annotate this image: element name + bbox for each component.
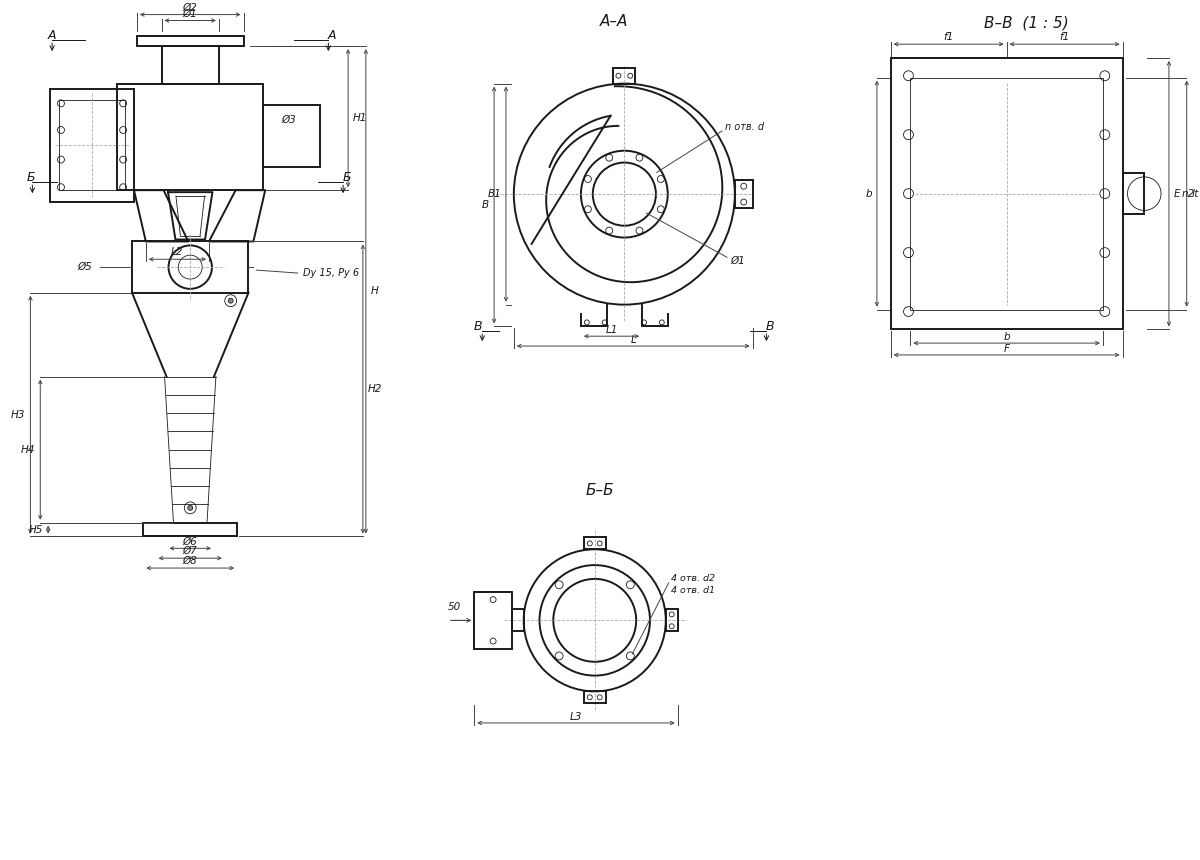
Text: Ø7: Ø7 <box>182 546 198 556</box>
Text: H: H <box>371 286 378 297</box>
Text: L3: L3 <box>570 712 582 722</box>
Text: Б: Б <box>343 171 352 184</box>
Text: F: F <box>1003 344 1009 354</box>
Text: B: B <box>474 320 482 333</box>
Text: B: B <box>482 200 490 210</box>
Text: 4 отв. d1: 4 отв. d1 <box>671 587 715 595</box>
Bar <box>584 538 606 550</box>
Circle shape <box>228 298 233 303</box>
Text: Ø3: Ø3 <box>281 115 295 126</box>
Bar <box>162 46 218 83</box>
Text: Ø2: Ø2 <box>182 3 198 13</box>
Text: b: b <box>865 188 872 199</box>
Bar <box>666 610 678 631</box>
Text: Б–Б: Б–Б <box>586 482 614 498</box>
Text: H1: H1 <box>353 114 367 123</box>
Text: Ø6: Ø6 <box>182 537 198 546</box>
Bar <box>911 77 1103 310</box>
Text: H4: H4 <box>20 445 35 455</box>
Text: Ø5: Ø5 <box>78 262 92 272</box>
Polygon shape <box>209 190 265 242</box>
Text: Б: Б <box>28 171 36 184</box>
Text: L2: L2 <box>172 248 184 257</box>
Circle shape <box>187 506 193 510</box>
Bar <box>132 242 248 292</box>
Text: B1: B1 <box>487 189 502 200</box>
Text: H5: H5 <box>29 525 43 535</box>
Bar <box>890 58 1122 329</box>
Text: B–B  (1 : 5): B–B (1 : 5) <box>984 16 1069 31</box>
Text: b: b <box>1003 332 1010 342</box>
Text: 4 отв. d2: 4 отв. d2 <box>671 574 715 583</box>
Text: f1: f1 <box>943 33 954 42</box>
Text: n отв. d: n отв. d <box>725 122 764 132</box>
Bar <box>143 523 238 537</box>
Text: l: l <box>1192 188 1194 199</box>
Text: f1: f1 <box>1060 33 1069 42</box>
Text: H2: H2 <box>368 384 382 394</box>
Text: L: L <box>630 335 636 345</box>
Bar <box>474 592 512 649</box>
Text: Dy 15, Py 6: Dy 15, Py 6 <box>302 268 359 278</box>
Bar <box>137 36 244 46</box>
Bar <box>118 83 263 190</box>
Bar <box>50 89 134 202</box>
Text: 50: 50 <box>448 601 461 611</box>
Text: B: B <box>766 320 775 333</box>
Text: A: A <box>48 28 56 42</box>
Bar <box>584 691 606 703</box>
Bar <box>263 105 320 167</box>
Text: Ø1: Ø1 <box>182 9 198 19</box>
Bar <box>512 610 523 631</box>
Text: n2t: n2t <box>1182 188 1199 199</box>
Text: H3: H3 <box>11 409 25 420</box>
Text: E: E <box>1174 188 1181 199</box>
Bar <box>613 68 635 83</box>
Bar <box>59 101 125 190</box>
Bar <box>1122 173 1145 214</box>
Bar <box>734 181 752 208</box>
Text: А–А: А–А <box>600 14 629 29</box>
Text: Ø8: Ø8 <box>182 556 198 566</box>
Text: A: A <box>328 28 336 42</box>
Polygon shape <box>134 190 188 242</box>
Polygon shape <box>168 192 212 240</box>
Text: L1: L1 <box>605 325 618 335</box>
Text: Ø1: Ø1 <box>730 256 745 267</box>
